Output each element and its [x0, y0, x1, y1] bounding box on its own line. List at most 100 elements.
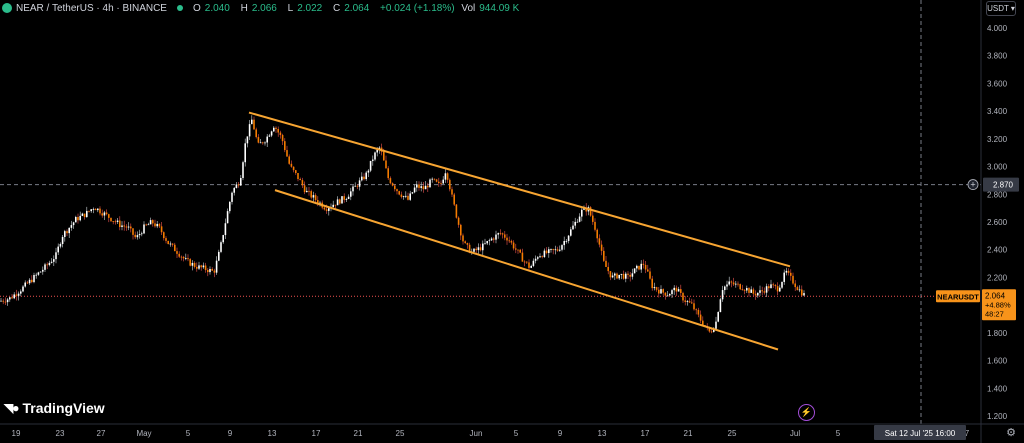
candle-body: [358, 180, 361, 187]
time-tick-label: 19: [12, 429, 21, 438]
candle-body: [299, 179, 301, 181]
candle-body: [6, 299, 9, 303]
candle-body: [42, 269, 44, 272]
candle-body: [763, 291, 766, 293]
candle-body: [237, 184, 240, 186]
candle-body: [609, 271, 612, 278]
chevron-down-icon: ▾: [1010, 4, 1015, 13]
near-coin-icon: [2, 3, 12, 13]
candle-body: [99, 208, 101, 214]
lightning-icon[interactable]: ⚡: [798, 404, 815, 421]
candle-body: [15, 294, 18, 296]
candle-body: [466, 243, 469, 245]
candle-body: [345, 198, 348, 200]
candle-body: [81, 213, 84, 216]
candle-body: [193, 262, 196, 267]
candle-body: [565, 241, 568, 242]
time-axis[interactable]: 19 23 27 May 5 9 13 17 21 25 Jun 5 9 13 17 21 25 Jul 5 7: [0, 423, 1024, 438]
time-tick-label: May: [136, 429, 151, 438]
candle-body: [504, 234, 506, 238]
candle-body: [724, 286, 726, 291]
time-tick-label: 25: [728, 429, 737, 438]
candle-body: [4, 301, 7, 303]
candle-body: [422, 186, 425, 190]
candle-body: [11, 297, 13, 299]
candle-body: [429, 179, 431, 188]
plus-circle-icon[interactable]: [967, 179, 979, 190]
candle-body: [44, 264, 46, 270]
candle-body: [490, 238, 493, 241]
symbol-title[interactable]: NEAR / TetherUS · 4h · BINANCE: [16, 2, 167, 14]
candle-body: [528, 262, 530, 268]
candle-body: [123, 225, 125, 227]
candle-body: [86, 210, 88, 218]
candle-body: [72, 222, 75, 226]
candle-body: [270, 131, 273, 136]
candle-body: [257, 137, 260, 143]
candle-body: [717, 312, 719, 322]
candle-body: [512, 242, 515, 249]
candle-body: [620, 273, 623, 275]
candle-body: [710, 331, 713, 333]
candle-body: [116, 220, 119, 222]
candle-body: [440, 182, 442, 184]
candle-body: [292, 166, 295, 171]
candle-body: [671, 290, 673, 295]
candle-body: [26, 282, 29, 284]
candle-body: [211, 268, 213, 271]
candle-body: [526, 261, 528, 263]
time-tick-label: 25: [396, 429, 405, 438]
candle-body: [732, 282, 735, 285]
candle-body: [365, 172, 367, 180]
candle-body: [204, 265, 207, 271]
candle-body: [578, 216, 581, 222]
candle-body: [803, 293, 805, 296]
candle-body: [314, 195, 317, 201]
candle-body: [312, 195, 315, 198]
ticker-tag: [936, 290, 980, 303]
candle-body: [418, 184, 420, 188]
candle-body: [13, 294, 15, 299]
candle-body: [781, 281, 783, 288]
descending-channel-drawing[interactable]: [248, 111, 791, 351]
time-tick-label: 17: [312, 429, 321, 438]
candle-body: [306, 190, 308, 193]
candle-body: [79, 215, 81, 221]
candle-body: [110, 217, 112, 222]
gear-icon[interactable]: ⚙: [1006, 427, 1016, 439]
candle-body: [785, 270, 788, 273]
time-tick-label: 13: [598, 429, 607, 438]
candle-body: [396, 189, 398, 192]
candle-body: [363, 176, 365, 180]
candle-body: [633, 268, 636, 274]
candle-body: [651, 278, 653, 289]
price-tick-label: 1.600: [987, 357, 1008, 366]
time-tick-label: 17: [641, 429, 650, 438]
candle-body: [783, 272, 785, 282]
candle-body: [455, 204, 458, 218]
candle-body: [682, 292, 684, 301]
candle-body: [231, 192, 233, 202]
currency-selector[interactable]: USDT ▾: [986, 1, 1016, 16]
candle-body: [244, 143, 246, 163]
candle-body: [178, 253, 180, 257]
candle-body: [145, 224, 147, 226]
crosshair-lines: [0, 0, 981, 424]
price-axis[interactable]: 4.000 3.800 3.600 3.400 3.200 3.000 2.800 2.600…: [980, 0, 1008, 443]
candle-body: [506, 237, 508, 241]
candle-body: [649, 271, 651, 279]
candle-body: [176, 251, 178, 254]
candle-body: [343, 196, 345, 200]
candle-body: [22, 286, 24, 292]
candle-body: [394, 185, 396, 190]
candle-body: [90, 209, 92, 212]
price-tick-label: 4.000: [987, 24, 1008, 33]
time-tick-label: 21: [354, 429, 363, 438]
candle-body: [792, 275, 794, 284]
candle-body: [530, 265, 532, 268]
candle-body: [372, 159, 374, 161]
candle-body: [627, 273, 629, 275]
candle-body: [598, 238, 601, 245]
candle-body: [367, 170, 370, 173]
